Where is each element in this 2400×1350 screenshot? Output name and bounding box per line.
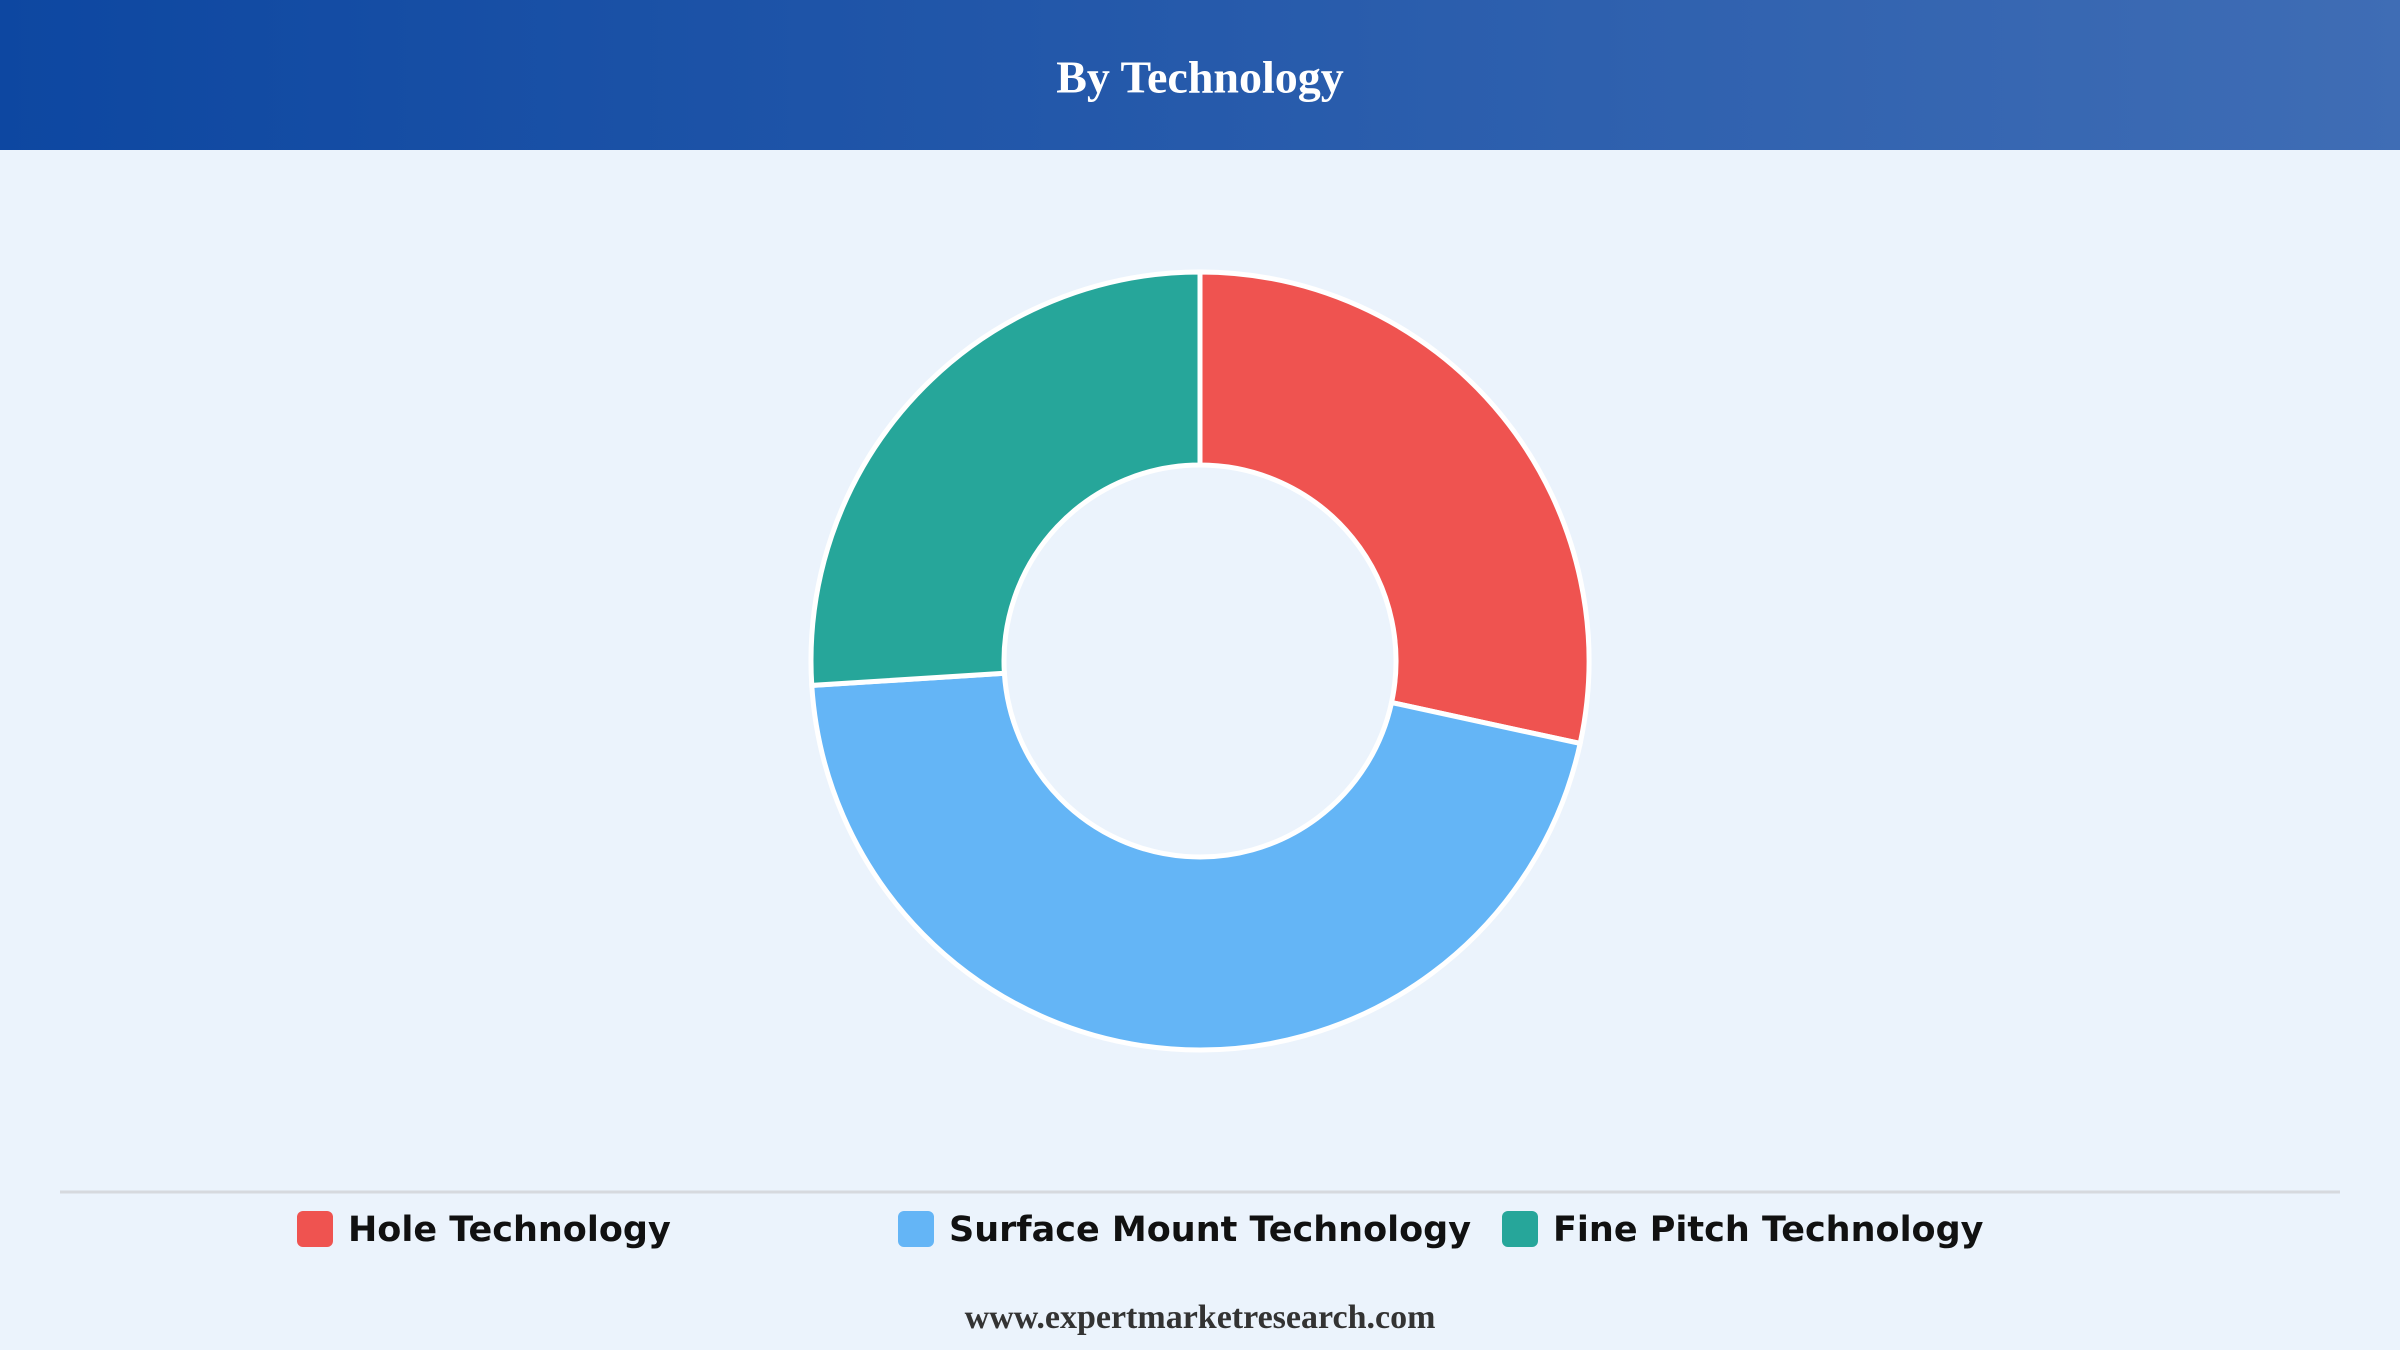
chart-title: By Technology: [1056, 52, 1344, 103]
header-bar: [0, 0, 2400, 150]
legend-label: Hole Technology: [348, 1210, 671, 1250]
legend-label: Surface Mount Technology: [949, 1210, 1471, 1250]
legend-swatch: [1502, 1211, 1538, 1247]
legend-swatch: [898, 1211, 934, 1247]
footer: www.expertmarketresearch.com: [965, 1299, 1436, 1336]
legend-swatch: [297, 1211, 333, 1247]
donut-slice: [1197, 269, 1592, 747]
donut-slice: [809, 670, 1584, 1053]
donut-slice: [808, 269, 1203, 689]
legend-label: Fine Pitch Technology: [1553, 1210, 1984, 1250]
legend: Hole Technology Surface Mount Technology F…: [297, 1210, 1984, 1250]
donut: [808, 269, 1592, 1053]
